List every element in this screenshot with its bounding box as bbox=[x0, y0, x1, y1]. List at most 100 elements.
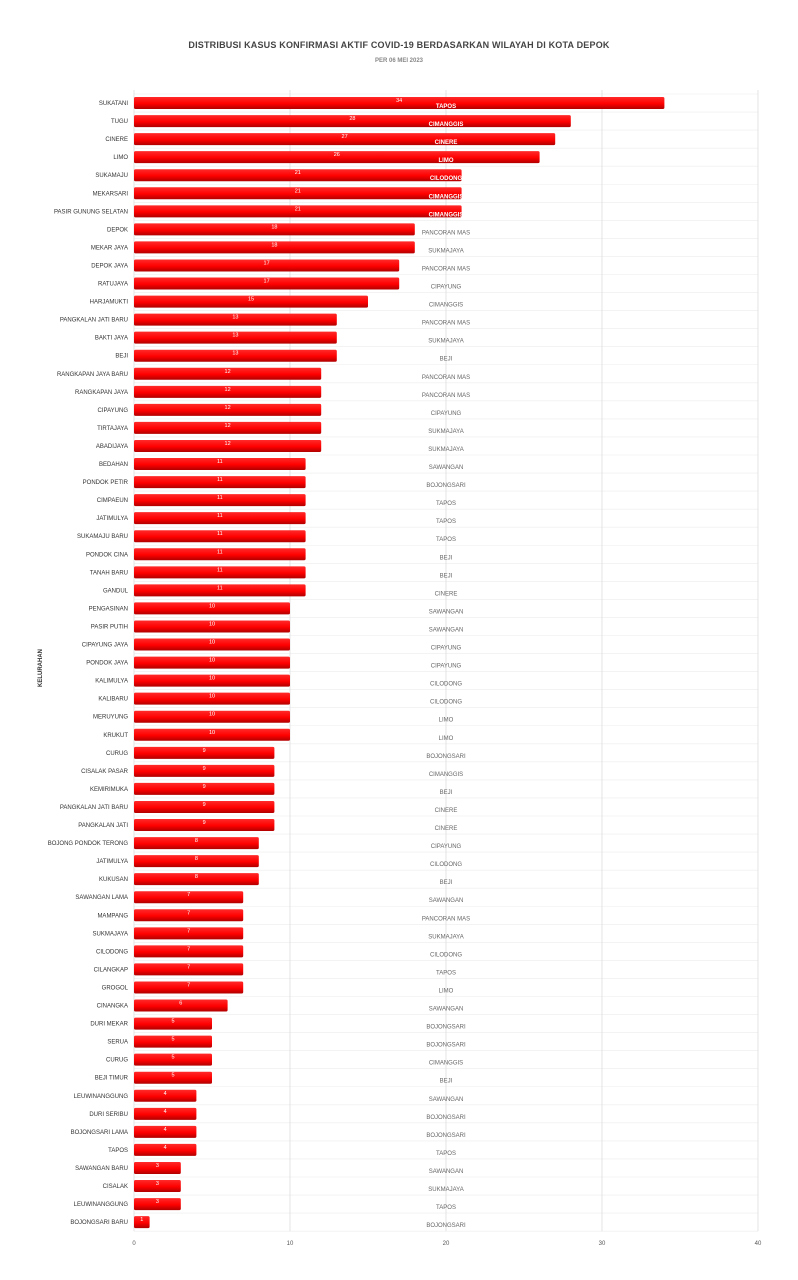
bar bbox=[134, 530, 306, 543]
bar bbox=[134, 385, 322, 398]
kecamatan-label: TAPOS bbox=[436, 1205, 456, 1211]
value-label: 18 bbox=[271, 242, 277, 248]
bar bbox=[134, 187, 462, 200]
value-label: 12 bbox=[225, 369, 231, 375]
value-label: 4 bbox=[164, 1127, 167, 1133]
category-label: MERUYUNG bbox=[93, 715, 128, 721]
value-label: 10 bbox=[209, 621, 215, 627]
value-label: 11 bbox=[217, 567, 223, 573]
category-label: PASIR PUTIH bbox=[91, 624, 128, 630]
bar bbox=[134, 1143, 197, 1156]
category-label: BOJONGSARI LAMA bbox=[71, 1130, 128, 1136]
category-label: DEPOK JAYA bbox=[91, 263, 128, 269]
chart-title: DISTRIBUSI KASUS KONFIRMASI AKTIF COVID-… bbox=[188, 40, 610, 50]
kecamatan-label: PANCORAN MAS bbox=[422, 230, 470, 236]
category-label: BOJONG PONDOK TERONG bbox=[48, 841, 129, 847]
value-label: 17 bbox=[264, 279, 270, 285]
bar bbox=[134, 97, 665, 110]
category-label: DURI MEKAR bbox=[90, 1022, 128, 1028]
kecamatan-label: PANCORAN MAS bbox=[422, 266, 470, 272]
kecamatan-label: PANCORAN MAS bbox=[422, 375, 470, 381]
category-label: MEKARSARI bbox=[93, 191, 129, 197]
category-label: PANGKALAN JATI bbox=[78, 823, 128, 829]
value-label: 18 bbox=[271, 224, 277, 230]
category-label: KRUKUT bbox=[103, 733, 128, 739]
category-label: CINERE bbox=[105, 137, 128, 143]
value-label: 11 bbox=[217, 531, 223, 537]
bar bbox=[134, 458, 306, 471]
category-label: ABADIJAYA bbox=[96, 444, 128, 450]
category-label: SAWANGAN BARU bbox=[75, 1166, 128, 1172]
kecamatan-label: TAPOS bbox=[436, 519, 456, 525]
category-label: SUKAMAJU bbox=[95, 173, 128, 179]
value-label: 9 bbox=[203, 784, 206, 790]
value-label: 8 bbox=[195, 856, 198, 862]
bar bbox=[134, 512, 306, 525]
value-label: 9 bbox=[203, 748, 206, 754]
bar bbox=[134, 963, 244, 976]
category-label: BEJI TIMUR bbox=[95, 1076, 129, 1082]
category-label: JATIMULYA bbox=[96, 859, 128, 865]
value-label: 10 bbox=[209, 676, 215, 682]
value-label: 7 bbox=[187, 982, 190, 988]
kecamatan-label: BOJONGSARI bbox=[426, 1223, 466, 1229]
category-label: CIMPAEUN bbox=[97, 498, 128, 504]
kecamatan-label: SAWANGAN bbox=[429, 898, 464, 904]
bar bbox=[134, 1071, 212, 1084]
x-tick-label: 40 bbox=[755, 1241, 762, 1247]
value-label: 10 bbox=[209, 658, 215, 664]
x-axis-ticks: 0 10 20 30 40 bbox=[132, 1241, 762, 1247]
bar bbox=[134, 656, 290, 669]
bar bbox=[134, 674, 290, 687]
value-label: 11 bbox=[217, 549, 223, 555]
kecamatan-label: SUKMAJAYA bbox=[428, 934, 463, 940]
bar bbox=[134, 855, 259, 868]
kecamatan-label: CILODONG bbox=[430, 862, 462, 868]
category-label: SAWANGAN LAMA bbox=[75, 895, 128, 901]
bars bbox=[134, 97, 665, 1229]
value-label: 3 bbox=[156, 1181, 159, 1187]
value-label: 9 bbox=[203, 802, 206, 808]
kecamatan-label: CIPAYUNG bbox=[431, 285, 462, 291]
kecamatan-label: CIPAYUNG bbox=[431, 844, 462, 850]
bar bbox=[134, 638, 290, 651]
value-label: 12 bbox=[225, 441, 231, 447]
bar bbox=[134, 295, 368, 308]
value-label: 26 bbox=[334, 152, 340, 158]
bar bbox=[134, 981, 244, 994]
kecamatan-label: SUKMAJAYA bbox=[428, 248, 463, 254]
kecamatan-label: CILODONG bbox=[430, 952, 462, 958]
kecamatan-label: SAWANGAN bbox=[429, 1097, 464, 1103]
category-label: KUKUSAN bbox=[99, 877, 128, 883]
bar bbox=[134, 421, 322, 434]
value-label: 11 bbox=[217, 459, 223, 465]
kecamatan-label: SAWANGAN bbox=[429, 1169, 464, 1175]
kecamatan-label: SAWANGAN bbox=[429, 609, 464, 615]
category-label: PENGASINAN bbox=[89, 606, 128, 612]
bar bbox=[134, 764, 275, 777]
value-label: 11 bbox=[217, 495, 223, 501]
category-label: TANAH BARU bbox=[90, 570, 128, 576]
category-label: PANGKALAN JATI BARU bbox=[60, 318, 128, 324]
value-label: 6 bbox=[179, 1001, 182, 1007]
kecamatan-label: TAPOS bbox=[436, 537, 456, 543]
kecamatan-label: BOJONGSARI bbox=[426, 1043, 466, 1049]
bar bbox=[134, 476, 306, 489]
value-label: 9 bbox=[203, 766, 206, 772]
bar bbox=[134, 133, 556, 146]
value-label: 11 bbox=[217, 585, 223, 591]
bar bbox=[134, 927, 244, 940]
kecamatan-label: CILODONG bbox=[430, 176, 463, 182]
category-label: CURUG bbox=[106, 1058, 128, 1064]
category-label: KALIMULYA bbox=[95, 679, 128, 685]
kecamatan-label: SUKMAJAYA bbox=[428, 1187, 463, 1193]
kecamatan-label: CIMANGGIS bbox=[429, 212, 464, 218]
bar bbox=[134, 331, 337, 344]
category-label: RATUJAYA bbox=[98, 282, 128, 288]
bar bbox=[134, 313, 337, 326]
bar bbox=[134, 115, 571, 128]
category-label: RANGKAPAN JAYA BARU bbox=[57, 372, 128, 378]
bar bbox=[134, 1125, 197, 1138]
bar bbox=[134, 837, 259, 850]
